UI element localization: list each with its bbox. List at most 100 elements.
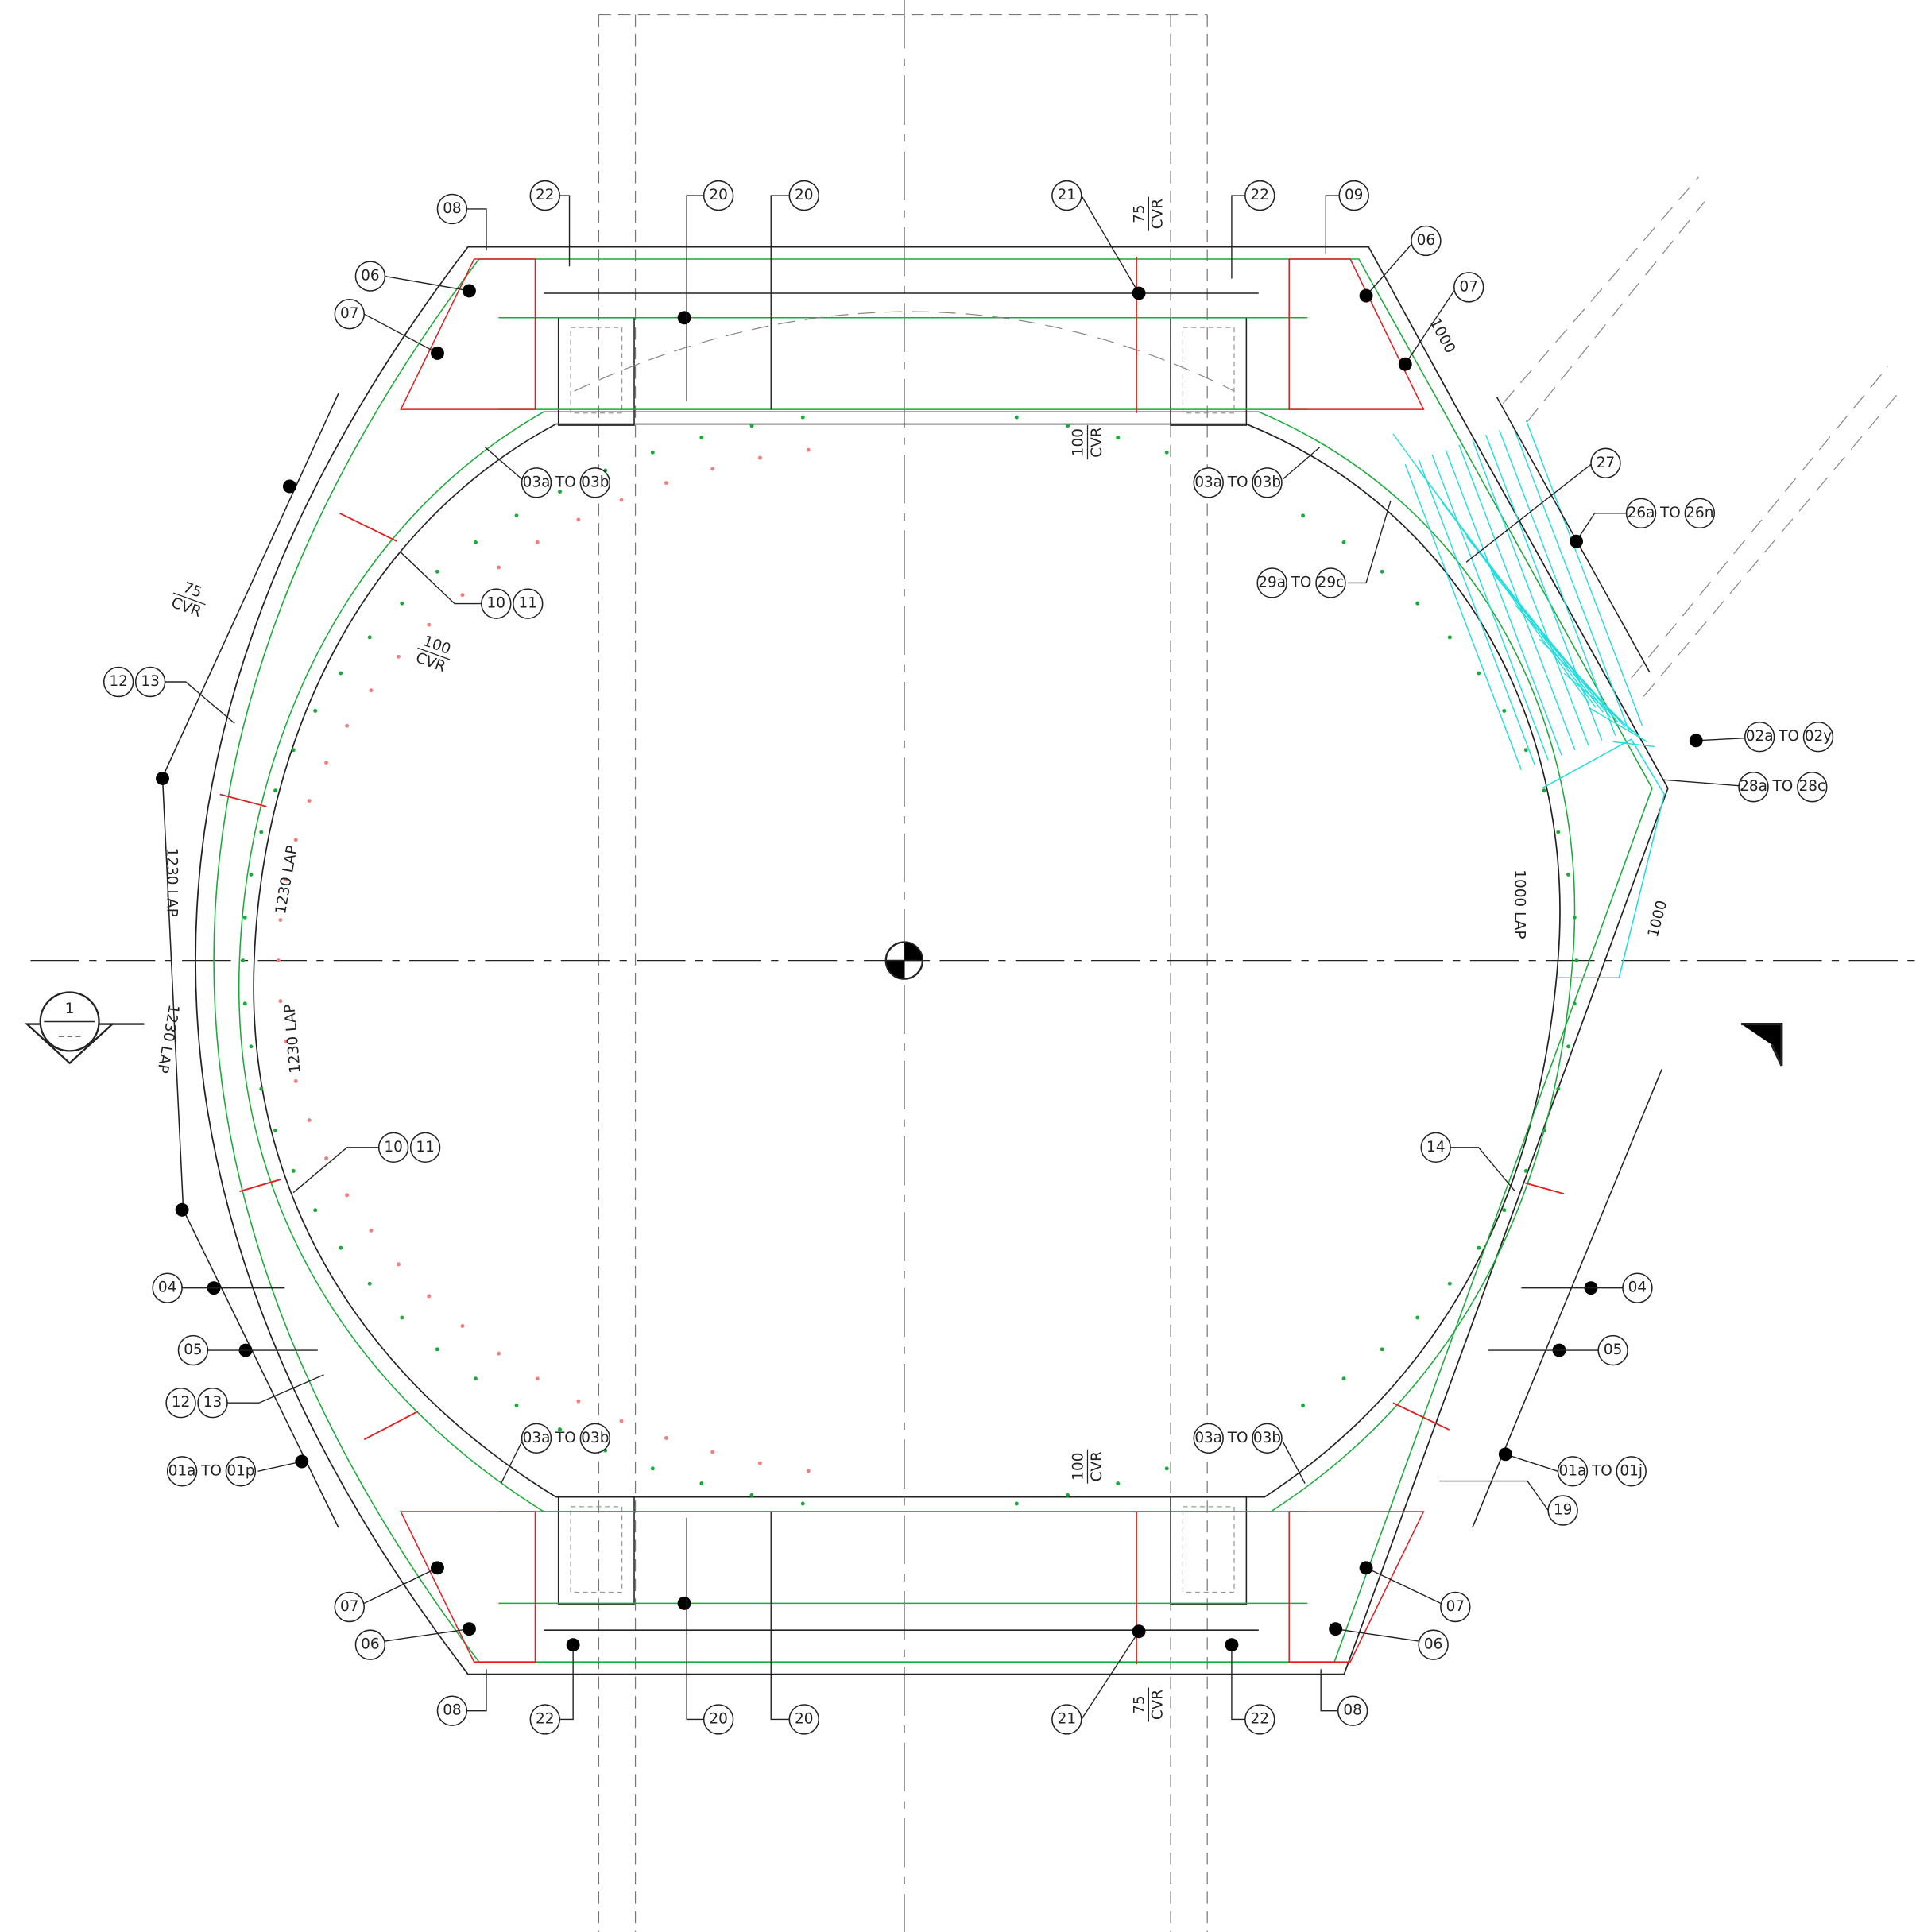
callout-label: 01p [226, 1462, 254, 1479]
rebar-dot [313, 1208, 318, 1213]
callout-bubble [1338, 180, 1369, 211]
leader [363, 313, 438, 354]
hatch [1539, 638, 1633, 733]
hatch [1445, 449, 1562, 756]
rebar-dot [284, 877, 288, 882]
dimension-value: 100 [1070, 1453, 1087, 1481]
callout-bubble [703, 1704, 734, 1735]
callout-bubble [166, 1456, 198, 1487]
callout-sep: TO [1772, 778, 1794, 795]
rebar-dot [307, 1118, 312, 1123]
callout: 22 [1231, 180, 1275, 279]
callout-bubble [1802, 721, 1834, 753]
callout-label: 13 [141, 673, 159, 690]
dimension-value: 1230 LAP [153, 1003, 182, 1074]
leader [1365, 1567, 1442, 1604]
callout-bubble [1547, 1495, 1578, 1526]
hatch [1458, 444, 1576, 751]
callout-bubble [1453, 272, 1484, 303]
callout-label: 03b [581, 474, 609, 490]
dimension-text: 1000 LAP [1511, 869, 1527, 939]
callout-label: 07 [1446, 1598, 1465, 1615]
callout-label: 06 [1424, 1636, 1442, 1653]
hatch [1431, 454, 1549, 761]
rebar-dot [664, 1436, 668, 1440]
tie-bar [219, 793, 267, 807]
cyan-rebar [1542, 738, 1666, 978]
rebar-dot [1164, 450, 1169, 455]
callout-bubble [521, 467, 552, 498]
callout: 26a TO 26n [1570, 498, 1716, 548]
rebar-dot [1415, 1315, 1420, 1320]
rebar-dot [242, 1001, 247, 1006]
callout-label: 08 [443, 1702, 461, 1719]
callout-bubble [354, 261, 386, 292]
callout: 03a TO 03b [500, 1423, 611, 1484]
rebar-dot [474, 540, 478, 544]
callout: 27 [1465, 447, 1621, 563]
dimension-text: 1000 [1426, 316, 1459, 356]
callout-label: 19 [1554, 1502, 1572, 1519]
rebar-dot [1572, 1001, 1577, 1006]
rebar-dot [1477, 1245, 1481, 1250]
rebar-dot [1542, 1128, 1546, 1132]
dimension-line [161, 393, 339, 778]
callout: 20 [686, 1517, 734, 1735]
callout-bubble [354, 1629, 386, 1660]
projection-line [1631, 366, 1889, 679]
leader [385, 275, 470, 292]
dimension-line [161, 776, 184, 1210]
tie-bar [1392, 1402, 1450, 1431]
leader [686, 1517, 704, 1721]
leader [1439, 1480, 1549, 1511]
rebar-dot [650, 1466, 655, 1471]
callout: 03a TO 03b [1193, 447, 1321, 498]
callout-bubble [1625, 498, 1657, 529]
callout-bubble [165, 1387, 196, 1419]
callout-label: 21 [1058, 187, 1076, 203]
callout-label: 07 [340, 305, 358, 322]
callout-bubble [409, 1132, 441, 1163]
rebar-dot [400, 601, 404, 606]
callout-bubble [521, 1423, 552, 1454]
rebar-dot [710, 1450, 715, 1454]
dot [1132, 1624, 1146, 1639]
leader [1283, 447, 1321, 480]
corner-rebar [400, 1511, 536, 1663]
leader [1662, 779, 1740, 787]
callout-bubble [1252, 467, 1283, 498]
projection-line [1502, 176, 1699, 404]
column [1170, 1496, 1248, 1605]
callout-label: 20 [795, 187, 813, 203]
callout-label: 03a [1194, 474, 1222, 490]
corner-rebar [1288, 258, 1425, 410]
callout-bubble [1244, 1704, 1275, 1735]
callout-label: 09 [1345, 187, 1363, 203]
dimension-value: 1000 [1645, 899, 1670, 939]
rebar-dot [1566, 1044, 1571, 1049]
section-marker [1741, 1022, 1783, 1067]
callout-sep: TO [1291, 574, 1312, 590]
rebar-dot [1066, 1493, 1070, 1497]
rebar-dot [1566, 872, 1571, 877]
callout-label: 05 [1604, 1342, 1622, 1358]
rebar-dot [1502, 1208, 1507, 1213]
rebar-dot [460, 1324, 465, 1328]
hatch [1490, 570, 1619, 723]
dimension-note: CVR [1089, 1451, 1105, 1481]
rebar-dot [619, 1419, 624, 1423]
callout: 29a TO 29c [1256, 501, 1392, 598]
hatch [1418, 459, 1535, 765]
rebar-dot [369, 688, 374, 693]
tie-bar [363, 1411, 419, 1441]
callout-bubble [436, 193, 468, 225]
corner-rebar [1288, 1511, 1425, 1663]
callout-label: 12 [109, 673, 127, 690]
callout-label: 06 [361, 1636, 379, 1653]
leader [1404, 290, 1455, 365]
rebar-dot [1341, 540, 1346, 544]
rebar-dot [1066, 424, 1070, 428]
